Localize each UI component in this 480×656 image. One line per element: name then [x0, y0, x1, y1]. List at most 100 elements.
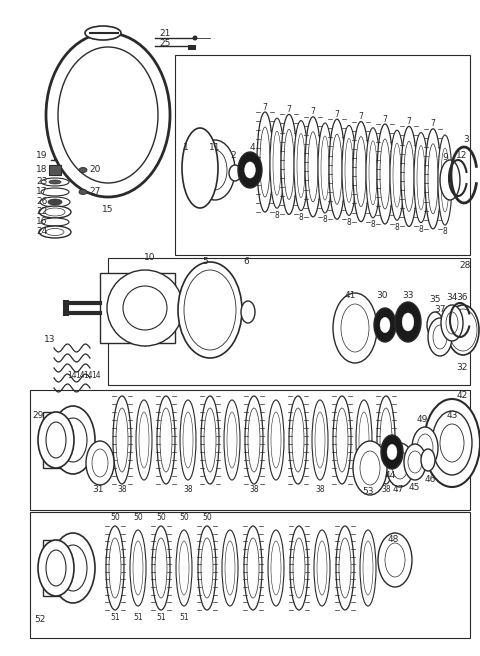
Text: 8: 8 — [347, 218, 351, 227]
Ellipse shape — [106, 526, 124, 610]
Polygon shape — [30, 390, 470, 510]
Text: 7: 7 — [407, 117, 411, 126]
Text: 16: 16 — [36, 218, 48, 226]
Ellipse shape — [404, 444, 426, 480]
Ellipse shape — [374, 308, 396, 342]
Ellipse shape — [40, 197, 70, 207]
Text: 3: 3 — [463, 136, 469, 144]
Text: 14: 14 — [91, 371, 101, 380]
Ellipse shape — [245, 396, 263, 484]
Ellipse shape — [425, 129, 441, 229]
Ellipse shape — [386, 443, 414, 487]
Ellipse shape — [79, 167, 87, 173]
Ellipse shape — [155, 538, 167, 598]
Ellipse shape — [356, 400, 372, 480]
Ellipse shape — [48, 199, 62, 205]
Text: 8: 8 — [371, 220, 375, 230]
Ellipse shape — [152, 526, 170, 610]
Ellipse shape — [369, 141, 377, 205]
Ellipse shape — [85, 26, 121, 40]
Ellipse shape — [222, 530, 238, 606]
Ellipse shape — [341, 304, 369, 352]
Ellipse shape — [59, 545, 87, 591]
Ellipse shape — [333, 396, 351, 484]
Bar — [43, 540, 73, 596]
Ellipse shape — [192, 35, 197, 41]
Text: 27: 27 — [89, 188, 101, 197]
Ellipse shape — [273, 131, 281, 195]
Ellipse shape — [305, 117, 321, 216]
Text: 20: 20 — [89, 165, 101, 174]
Ellipse shape — [315, 412, 325, 468]
Ellipse shape — [363, 541, 373, 595]
Ellipse shape — [247, 538, 259, 598]
Ellipse shape — [393, 143, 401, 207]
Ellipse shape — [402, 313, 414, 331]
Text: 48: 48 — [387, 535, 399, 544]
Ellipse shape — [356, 136, 366, 207]
Ellipse shape — [116, 408, 128, 472]
Text: 21: 21 — [159, 28, 171, 37]
Text: 7: 7 — [311, 108, 315, 116]
Ellipse shape — [271, 412, 281, 468]
Ellipse shape — [329, 119, 345, 219]
Bar — [100, 273, 175, 343]
Ellipse shape — [417, 434, 433, 462]
Text: 51: 51 — [110, 613, 120, 623]
Text: 49: 49 — [416, 415, 428, 424]
Text: 12: 12 — [456, 150, 468, 159]
Ellipse shape — [294, 121, 308, 211]
Ellipse shape — [46, 33, 170, 197]
Ellipse shape — [366, 128, 380, 218]
Ellipse shape — [136, 400, 152, 480]
Text: 7: 7 — [287, 105, 291, 114]
Ellipse shape — [297, 134, 305, 197]
Text: 35: 35 — [429, 295, 441, 304]
Text: 7: 7 — [383, 115, 387, 123]
Ellipse shape — [380, 318, 390, 333]
Ellipse shape — [46, 422, 66, 458]
Text: 29: 29 — [32, 411, 44, 419]
Text: 8: 8 — [419, 225, 423, 234]
Ellipse shape — [440, 160, 460, 200]
Text: 13: 13 — [44, 335, 56, 344]
Ellipse shape — [339, 538, 351, 598]
Ellipse shape — [377, 124, 393, 224]
Ellipse shape — [292, 408, 304, 472]
Ellipse shape — [345, 138, 353, 203]
Ellipse shape — [38, 412, 74, 468]
Ellipse shape — [336, 408, 348, 472]
Text: 38: 38 — [315, 485, 325, 495]
Ellipse shape — [41, 218, 69, 226]
Polygon shape — [175, 55, 470, 255]
Ellipse shape — [387, 444, 397, 460]
Ellipse shape — [308, 132, 318, 202]
Text: 1: 1 — [183, 144, 189, 152]
Ellipse shape — [360, 451, 380, 485]
Ellipse shape — [392, 451, 408, 479]
Ellipse shape — [440, 424, 464, 462]
Text: 38: 38 — [381, 485, 391, 495]
Text: 4: 4 — [249, 144, 255, 152]
Text: 14: 14 — [67, 371, 77, 380]
Polygon shape — [108, 258, 470, 385]
Text: 25: 25 — [159, 39, 171, 47]
Ellipse shape — [113, 396, 131, 484]
Text: 51: 51 — [156, 613, 166, 623]
Text: 26: 26 — [36, 197, 48, 207]
Ellipse shape — [381, 435, 403, 469]
Bar — [43, 412, 73, 468]
Ellipse shape — [359, 412, 369, 468]
Ellipse shape — [353, 121, 369, 222]
Text: 50: 50 — [202, 514, 212, 522]
Ellipse shape — [203, 150, 227, 190]
Text: 15: 15 — [102, 205, 114, 215]
Text: 5: 5 — [202, 258, 208, 266]
Ellipse shape — [180, 400, 196, 480]
Ellipse shape — [195, 140, 235, 200]
Text: 50: 50 — [133, 514, 143, 522]
Ellipse shape — [268, 400, 284, 480]
Ellipse shape — [225, 541, 235, 595]
Ellipse shape — [417, 146, 425, 210]
Text: 51: 51 — [133, 613, 143, 623]
